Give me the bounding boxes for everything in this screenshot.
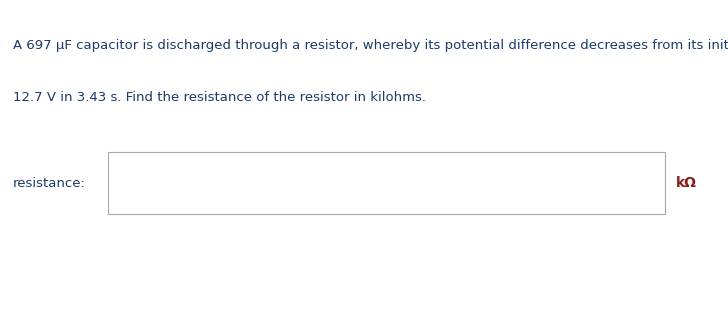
Text: 12.7 V in 3.43 s. Find the resistance of the resistor in kilohms.: 12.7 V in 3.43 s. Find the resistance of… xyxy=(13,91,426,104)
Text: kΩ: kΩ xyxy=(676,176,697,190)
Text: resistance:: resistance: xyxy=(13,177,86,190)
FancyBboxPatch shape xyxy=(108,152,665,214)
Text: A 697 μF capacitor is discharged through a resistor, whereby its potential diffe: A 697 μF capacitor is discharged through… xyxy=(13,39,728,52)
